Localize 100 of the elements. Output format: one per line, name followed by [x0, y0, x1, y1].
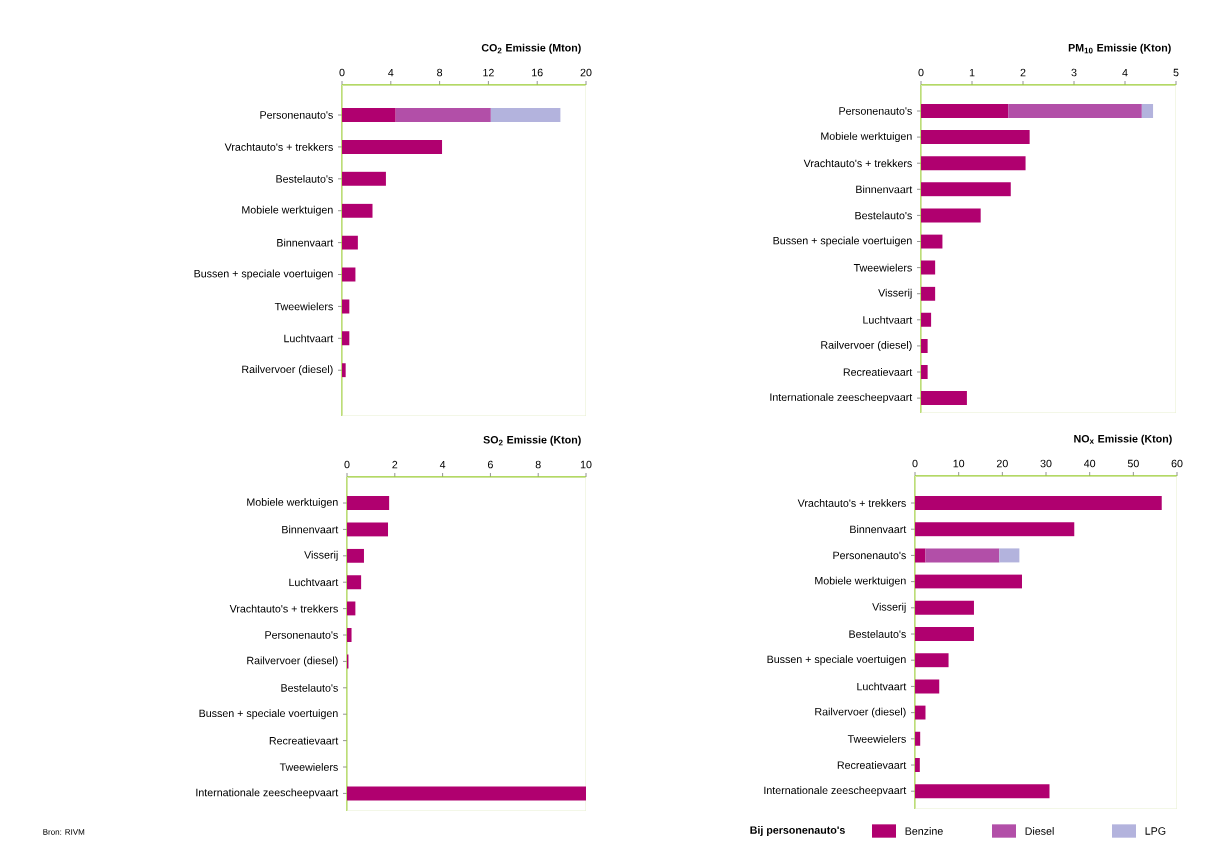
x-tick-label: 40: [1084, 459, 1096, 468]
bar: [921, 104, 1009, 119]
y-tick-label: Visserij: [872, 602, 906, 613]
bar: [915, 679, 940, 694]
y-tick-label: Tweewielers: [847, 734, 906, 743]
y-tick-label: Tweewielers: [274, 302, 333, 311]
text: Bron: RIVM: [43, 829, 85, 835]
bar: [915, 600, 974, 615]
y-tick-label: Bussen + speciale voertuigen: [767, 655, 906, 666]
bar: [921, 130, 1030, 145]
bar: [999, 548, 1020, 563]
bar: [921, 182, 1011, 197]
x-tick-label: 10: [953, 459, 965, 468]
y-tick-label: Personenauto's: [260, 111, 333, 119]
y-tick-label: Tweewielers: [279, 763, 338, 771]
bar: [342, 171, 386, 186]
y-tick-label: Vrachtauto's + trekkers: [797, 499, 906, 507]
y-tick-label: Railvervoer (diesel): [821, 340, 912, 351]
y-tick-label: Bestelauto's: [849, 630, 906, 638]
x-tick-label: 0: [339, 68, 345, 77]
x-tick-label: 8: [437, 68, 443, 77]
bar: [1008, 104, 1142, 119]
y-tick-label: Recreatievaart: [837, 761, 907, 769]
bar: [915, 574, 1022, 589]
bar: [915, 653, 949, 668]
bar: [347, 548, 364, 563]
x-tick-label: 10: [580, 460, 592, 469]
legend-title: Bij personenauto's: [750, 826, 845, 836]
y-tick-label: Luchtvaart: [863, 315, 913, 324]
legend-label: LPG: [1145, 827, 1166, 835]
y-tick-label: Bestelauto's: [281, 683, 338, 692]
y-tick-label: Railvervoer (diesel): [242, 365, 333, 376]
bar: [490, 108, 561, 123]
y-tick-label: Mobiele werktuigen: [242, 205, 333, 216]
y-tick-label: Vrachtauto's + trekkers: [229, 604, 338, 613]
y-tick-label: Bussen + speciale voertuigen: [194, 269, 333, 280]
y-tick-label: Railvervoer (diesel): [815, 707, 906, 718]
y-tick-label: Vrachtauto's + trekkers: [803, 159, 912, 168]
y-tick-label: Visserij: [878, 288, 912, 299]
y-tick-label: Binnenvaart: [277, 238, 334, 247]
y-tick-label: Personenauto's: [839, 107, 912, 115]
y-tick-label: Railvervoer (diesel): [247, 656, 338, 667]
chart-title: NO$_{x}$ Emissie (Kton): [1074, 434, 1172, 445]
y-tick-label: Luchtvaart: [289, 578, 339, 587]
bar: [915, 522, 1075, 537]
y-tick-label: Internationale zeescheepvaart: [764, 786, 907, 797]
x-tick-label: 50: [1127, 459, 1139, 468]
y-tick-label: Tweewielers: [853, 263, 912, 272]
x-tick-label: 4: [1122, 68, 1128, 77]
y-tick-label: Mobiele werktuigen: [815, 576, 906, 587]
x-tick-label: 0: [912, 459, 918, 468]
x-tick-label: 3: [1071, 68, 1077, 77]
x-tick-label: 2: [392, 460, 398, 469]
chart-title: PM$_{10}$ Emissie (Kton): [1068, 43, 1171, 54]
y-tick-label: Internationale zeescheepvaart: [770, 393, 913, 404]
y-tick-label: Bussen + speciale voertuigen: [199, 709, 338, 720]
bar: [342, 235, 358, 250]
bar: [342, 139, 443, 154]
y-tick-label: Vrachtauto's + trekkers: [224, 142, 333, 151]
x-tick-label: 0: [344, 460, 350, 469]
bar: [915, 784, 1050, 799]
bar: [921, 208, 981, 223]
x-tick-label: 16: [532, 68, 543, 77]
bar: [395, 108, 491, 123]
y-tick-label: Binnenvaart: [282, 525, 339, 534]
legend-label: Diesel: [1025, 827, 1054, 835]
bar: [921, 391, 967, 406]
x-tick-label: 4: [439, 460, 446, 469]
y-tick-label: Luchtvaart: [284, 334, 334, 343]
y-tick-label: Recreatievaart: [843, 368, 913, 376]
chart-title: CO$_{2}$ Emissie (Mton): [481, 43, 581, 54]
y-tick-label: Recreatievaart: [269, 736, 339, 745]
x-tick-label: 0: [918, 68, 924, 77]
x-tick-label: 20: [996, 459, 1008, 468]
y-tick-label: Personenauto's: [265, 631, 338, 639]
bar: [915, 496, 1162, 511]
bar: [342, 108, 396, 123]
y-tick-label: Binnenvaart: [850, 525, 907, 534]
bar: [921, 338, 928, 353]
bar: [347, 522, 389, 537]
x-tick-label: 60: [1171, 459, 1183, 468]
y-tick-label: Mobiele werktuigen: [821, 132, 912, 143]
x-tick-label: 8: [535, 460, 541, 469]
bar: [347, 786, 586, 801]
bar: [1141, 104, 1154, 119]
y-tick-label: Bestelauto's: [855, 211, 912, 220]
bar: [925, 548, 1000, 563]
x-tick-label: 30: [1040, 459, 1052, 468]
x-tick-label: 20: [580, 68, 592, 77]
bar: [921, 260, 936, 275]
y-tick-label: Binnenvaart: [856, 185, 913, 194]
x-tick-label: 5: [1173, 68, 1179, 77]
bar: [921, 234, 943, 249]
y-tick-label: Bestelauto's: [276, 174, 333, 183]
y-tick-label: Visserij: [304, 550, 338, 561]
y-tick-label: Luchtvaart: [857, 682, 907, 691]
bar: [915, 627, 974, 642]
bar: [921, 156, 1026, 171]
x-tick-label: 2: [1020, 68, 1026, 77]
chart-title: SO$_{2}$ Emissie (Kton): [483, 435, 581, 446]
